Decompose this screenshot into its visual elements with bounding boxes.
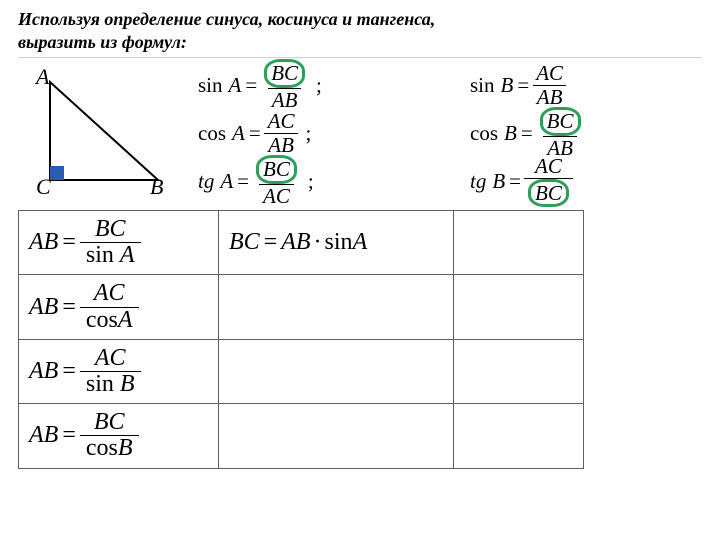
- trig-formula-grid: sin A = BC AB ; sin B = AC AB cos: [198, 62, 702, 204]
- table-cell-c3: [454, 275, 584, 339]
- table-cell-c2: [219, 275, 454, 339]
- vertex-b: B: [150, 174, 163, 199]
- table-cell-c3: [454, 211, 584, 275]
- formula-cosB: cos B = BC AB: [470, 110, 702, 156]
- table-cell-c1: AB=ACcosA: [19, 275, 219, 339]
- formula-sinB: sin B = AC AB: [470, 62, 702, 108]
- table-row: AB=ACsin B: [19, 339, 584, 403]
- triangle-diagram: A C B: [18, 62, 198, 202]
- table-cell-c2: [219, 404, 454, 468]
- heading-line1: Используя определение синуса, косинуса и…: [18, 9, 435, 29]
- table-cell-c2: [219, 339, 454, 403]
- vertex-a: A: [34, 64, 50, 89]
- table-row: AB=ACcosA: [19, 275, 584, 339]
- vertex-c: C: [36, 174, 51, 199]
- triangle-svg: A C B: [18, 62, 198, 202]
- figure-band: A C B sin A = BC AB ; sin B =: [18, 57, 702, 204]
- table-cell-c2: BC=AB·sin A: [219, 211, 454, 275]
- table-row: AB=BCsin ABC=AB·sin A: [19, 211, 584, 275]
- formula-sinA: sin A = BC AB ;: [198, 62, 430, 108]
- formula-tgA: tg A = BC AC ;: [198, 158, 430, 204]
- table-cell-c1: AB=BCsin A: [19, 211, 219, 275]
- table-cell-c1: AB=ACsin B: [19, 339, 219, 403]
- formula-tgB: tg B = AC BC: [470, 158, 702, 204]
- table-cell-c3: [454, 339, 584, 403]
- table-cell-c1: AB=BCcosB: [19, 404, 219, 468]
- table-row: AB=BCcosB: [19, 404, 584, 468]
- formula-cosA: cos A = AC AB ;: [198, 110, 430, 156]
- derivation-table: AB=BCsin ABC=AB·sin A AB=ACcosA AB=ACsin…: [18, 210, 584, 469]
- heading-line2: выразить из формул:: [18, 32, 187, 52]
- table-cell-c3: [454, 404, 584, 468]
- page-heading: Используя определение синуса, косинуса и…: [18, 8, 702, 53]
